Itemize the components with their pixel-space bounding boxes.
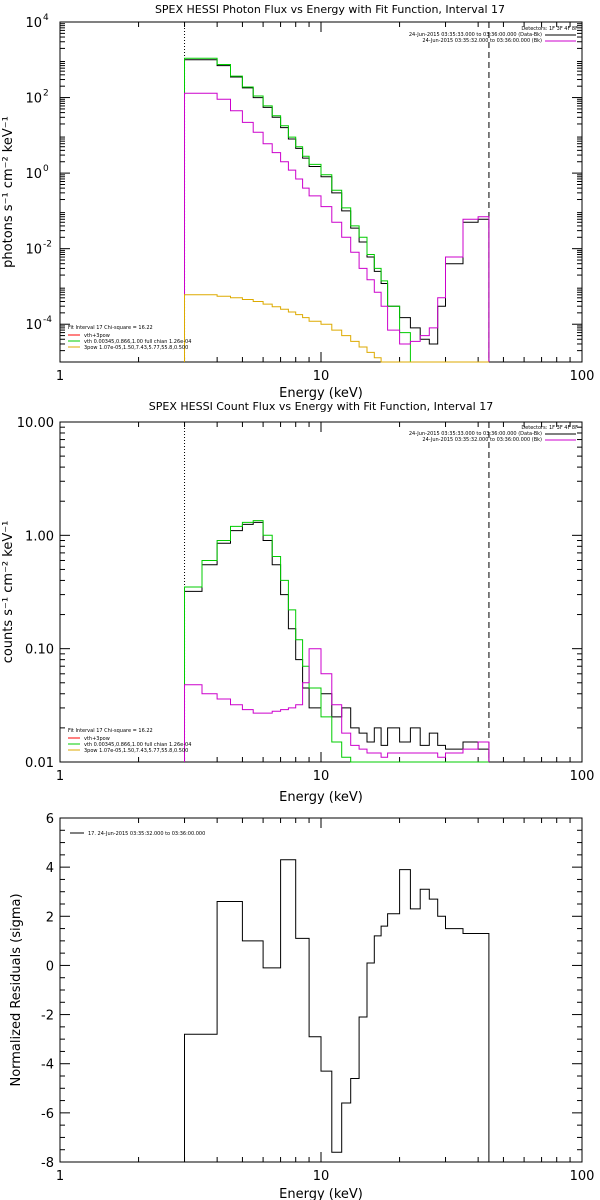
- y-tick-label: 0.10: [25, 643, 54, 658]
- y-tick-label: 10: [25, 92, 42, 107]
- plot-area: 1 10 100 0.01 0.10 1.00 10.00: [17, 416, 595, 784]
- x-tick-label: 1: [56, 769, 64, 784]
- y-tick-label: 4: [46, 861, 54, 876]
- fit-info: Fit Interval 17 Chi-square = 16.22: [68, 325, 153, 331]
- y-tick-label: -4: [41, 1058, 54, 1073]
- series-line: [184, 92, 490, 362]
- x-tick-label: 100: [570, 1169, 595, 1184]
- y-tick-label: -8: [41, 1156, 54, 1171]
- legend-entry: vth+3pow: [84, 333, 110, 339]
- y-tick-label: 6: [46, 812, 54, 827]
- legend-entry: 24-Jun-2015 03:35:33.000 to 03:36:00.000…: [409, 431, 542, 437]
- series-line: [184, 59, 490, 362]
- series-line: [184, 521, 490, 762]
- series-line: [184, 859, 490, 1162]
- x-tick-label: 10: [313, 369, 330, 384]
- y-tick-label: 10: [25, 16, 42, 31]
- series-line: [184, 520, 489, 763]
- x-tick-label: 1: [56, 369, 64, 384]
- y-tick-label: -2: [41, 1009, 54, 1024]
- legend-entry: 3pow 1.07e-05,1.50,7.43,5.77,55.8,0.500: [84, 748, 188, 754]
- detectors-label: Detectors: 1F 3F 4F 8F: [521, 425, 578, 431]
- y-tick-label: 1.00: [25, 529, 54, 544]
- residuals-panel: 1 10 100 -8 -6 -4 -2 0 2 4 6 Energy (keV) Normaliz…: [9, 812, 594, 1200]
- y-tick-label: 0.01: [25, 756, 54, 771]
- chart-title: SPEX HESSI Count Flux vs Energy with Fit…: [149, 400, 493, 413]
- series-line: [184, 57, 489, 363]
- y-tick-label: -6: [41, 1107, 54, 1122]
- x-tick-label: 1: [56, 1169, 64, 1184]
- plot-frame: [59, 21, 583, 363]
- plot-frame: [59, 817, 583, 1163]
- series-line: [184, 294, 489, 363]
- x-tick-label: 100: [570, 769, 595, 784]
- legend-entry: 24-Jun-2015 03:35:32.000 to 03:36:00.000…: [422, 38, 542, 44]
- y-tick-label: 10.00: [17, 416, 54, 431]
- series-line: [184, 648, 490, 762]
- y-tick-label: -4: [43, 315, 52, 325]
- legend-entry: 24-Jun-2015 03:35:32.000 to 03:36:00.000…: [422, 437, 542, 443]
- y-tick-label: 10: [25, 167, 42, 182]
- x-axis-label: Energy (keV): [279, 790, 363, 805]
- y-tick-label: 10: [25, 318, 42, 333]
- detectors-label: Detectors: 1F 3F 4F 8F: [521, 26, 578, 32]
- y-tick-label: 2: [43, 89, 49, 99]
- x-tick-label: 100: [570, 369, 595, 384]
- y-axis-label: Normalized Residuals (sigma): [9, 893, 24, 1086]
- y-tick-label: 10: [25, 243, 42, 258]
- y-axis-label: photons s⁻¹ cm⁻² keV⁻¹: [1, 116, 16, 268]
- legend-entry: 24-Jun-2015 03:35:33.000 to 03:36:00.000…: [409, 32, 542, 38]
- x-axis-label: Energy (keV): [279, 1187, 363, 1200]
- legend-entry: vth 0.00345,0.866,1.00 full chian 1.26e-…: [84, 742, 191, 748]
- y-tick-label: -2: [43, 240, 52, 250]
- x-tick-label: 10: [313, 769, 330, 784]
- y-tick-label: 2: [46, 910, 54, 925]
- legend-entry: vth+3pow: [84, 736, 110, 742]
- x-tick-label: 10: [313, 1169, 330, 1184]
- y-tick-label: 4: [43, 13, 49, 23]
- legend-entry: vth 0.00345,0.866,1.00 full chian 1.26e-…: [84, 339, 191, 345]
- photon-flux-panel: SPEX HESSI Photon Flux vs Energy with Fi…: [1, 3, 594, 401]
- fit-info: Fit Interval 17 Chi-square = 16.22: [68, 728, 153, 734]
- legend-entry: 17. 24-Jun-2015 03:35:32.000 to 03:36:00…: [88, 831, 205, 837]
- y-tick-label: 0: [46, 959, 54, 974]
- y-axis-label: counts s⁻¹ cm⁻² keV⁻¹: [1, 521, 16, 664]
- legend-entry: 3pow 1.07e-05,1.50,7.43,5.77,55.8,0.500: [84, 345, 188, 351]
- plot-area: 1 10 100 -8 -6 -4 -2 0 2 4 6: [41, 812, 594, 1184]
- x-axis-label: Energy (keV): [279, 386, 363, 401]
- y-tick-label: 0: [43, 164, 49, 174]
- count-flux-panel: SPEX HESSI Count Flux vs Energy with Fit…: [1, 400, 594, 805]
- chart-title: SPEX HESSI Photon Flux vs Energy with Fi…: [155, 3, 505, 16]
